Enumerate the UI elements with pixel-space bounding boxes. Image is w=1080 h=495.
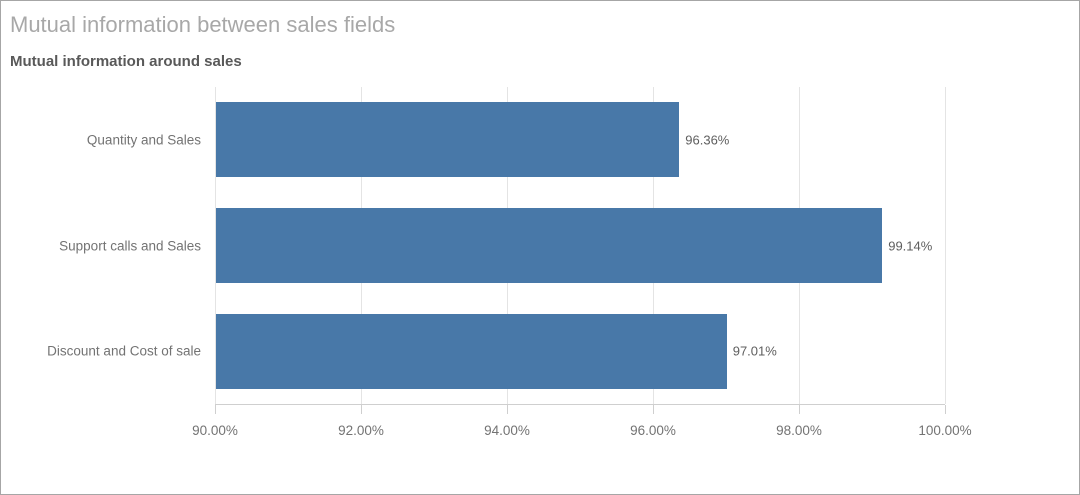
x-axis-tick-label: 100.00% [918,423,972,438]
bar-value-label: 97.01% [732,343,777,359]
bar[interactable] [216,313,727,389]
x-axis-tick-label: 94.00% [484,423,530,438]
category-label: Quantity and Sales [86,132,201,148]
x-axis-tick-label: 90.00% [192,423,238,438]
axis-tick [945,405,946,414]
axis-tick [507,405,508,414]
chart-title: Mutual information between sales fields [10,12,396,37]
axis-tick [653,405,654,414]
x-axis-line [215,404,945,405]
category-label: Support calls and Sales [59,238,201,253]
axis-tick [799,405,800,414]
bar-value-label: 99.14% [888,238,933,253]
bar[interactable] [216,208,883,283]
chart-subtitle: Mutual information around sales [10,53,242,70]
category-label: Discount and Cost of sale [47,343,201,359]
x-axis-tick-label: 98.00% [776,423,822,438]
gridline [945,87,946,404]
bar-value-label: 96.36% [685,132,730,148]
x-axis-tick-label: 96.00% [630,423,676,438]
axis-tick [361,405,362,414]
axis-tick [215,405,216,414]
x-axis-tick-label: 92.00% [338,423,384,438]
bar[interactable] [216,102,680,178]
gridline [215,87,216,404]
